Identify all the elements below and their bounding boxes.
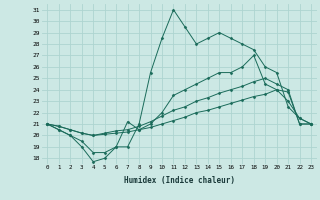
X-axis label: Humidex (Indice chaleur): Humidex (Indice chaleur) [124, 176, 235, 185]
